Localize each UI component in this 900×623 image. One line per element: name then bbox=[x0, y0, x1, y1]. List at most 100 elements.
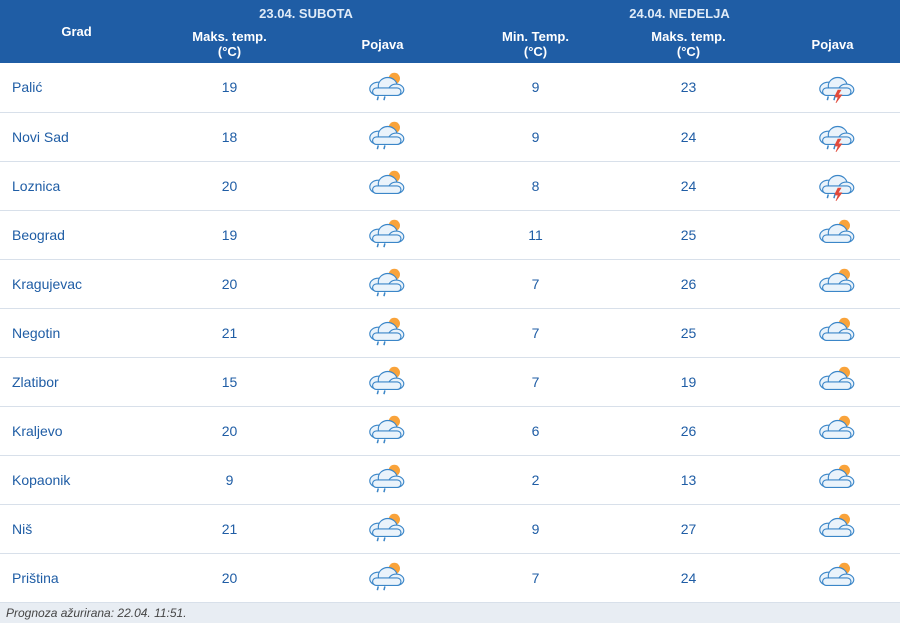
cloud-storm-icon bbox=[809, 118, 857, 152]
d2-min-cell: 7 bbox=[459, 259, 612, 308]
city-cell: Niš bbox=[0, 504, 153, 553]
sun-cloud-rain-icon bbox=[359, 314, 407, 348]
sun-cloud-rain-icon bbox=[359, 69, 407, 103]
city-cell: Palić bbox=[0, 63, 153, 112]
footer-updated: Prognoza ažurirana: 22.04. 11:51. bbox=[0, 603, 900, 623]
col-d1-max-header: Maks. temp.(°C) bbox=[153, 25, 306, 63]
d1-icon-cell bbox=[306, 553, 459, 602]
d1-icon-cell bbox=[306, 161, 459, 210]
d2-icon-cell bbox=[765, 455, 900, 504]
d2-max-cell: 24 bbox=[612, 112, 765, 161]
table-row: Loznica20824 bbox=[0, 161, 900, 210]
d2-min-cell: 11 bbox=[459, 210, 612, 259]
d2-icon-cell bbox=[765, 553, 900, 602]
d1-max-cell: 20 bbox=[153, 406, 306, 455]
sun-cloud-rain-icon bbox=[359, 363, 407, 397]
city-cell: Beograd bbox=[0, 210, 153, 259]
d1-icon-cell bbox=[306, 63, 459, 112]
sun-cloud-icon bbox=[809, 216, 857, 250]
city-cell: Zlatibor bbox=[0, 357, 153, 406]
d1-max-cell: 20 bbox=[153, 553, 306, 602]
sun-cloud-icon bbox=[809, 461, 857, 495]
city-cell: Kopaonik bbox=[0, 455, 153, 504]
sun-cloud-rain-icon bbox=[359, 265, 407, 299]
d1-max-cell: 19 bbox=[153, 210, 306, 259]
d2-icon-cell bbox=[765, 210, 900, 259]
d1-icon-cell bbox=[306, 406, 459, 455]
table-row: Kopaonik9 213 bbox=[0, 455, 900, 504]
d2-icon-cell bbox=[765, 357, 900, 406]
table-row: Negotin21725 bbox=[0, 308, 900, 357]
d2-icon-cell bbox=[765, 504, 900, 553]
sun-cloud-rain-icon bbox=[359, 412, 407, 446]
d2-icon-cell bbox=[765, 161, 900, 210]
table-row: Palić19 923 bbox=[0, 63, 900, 112]
day2-header: 24.04. NEDELJA bbox=[459, 0, 900, 25]
sun-cloud-icon bbox=[809, 559, 857, 593]
city-cell: Negotin bbox=[0, 308, 153, 357]
col-d1-pojava-header: Pojava bbox=[306, 25, 459, 63]
d2-icon-cell bbox=[765, 406, 900, 455]
city-cell: Kraljevo bbox=[0, 406, 153, 455]
d2-min-cell: 9 bbox=[459, 504, 612, 553]
d2-max-cell: 25 bbox=[612, 210, 765, 259]
d2-max-cell: 23 bbox=[612, 63, 765, 112]
d1-icon-cell bbox=[306, 504, 459, 553]
col-d2-min-header: Min. Temp.(°C) bbox=[459, 25, 612, 63]
d2-max-cell: 26 bbox=[612, 259, 765, 308]
d1-max-cell: 9 bbox=[153, 455, 306, 504]
sun-cloud-icon bbox=[809, 363, 857, 397]
d2-min-cell: 8 bbox=[459, 161, 612, 210]
d1-icon-cell bbox=[306, 210, 459, 259]
sun-cloud-icon bbox=[809, 510, 857, 544]
d2-max-cell: 25 bbox=[612, 308, 765, 357]
d2-min-cell: 7 bbox=[459, 553, 612, 602]
sun-cloud-icon bbox=[809, 265, 857, 299]
sun-cloud-rain-icon bbox=[359, 461, 407, 495]
d2-min-cell: 6 bbox=[459, 406, 612, 455]
d2-max-cell: 24 bbox=[612, 161, 765, 210]
sun-cloud-rain-icon bbox=[359, 559, 407, 593]
d2-icon-cell bbox=[765, 259, 900, 308]
col-city-header: Grad bbox=[0, 0, 153, 63]
table-row: Beograd19 1125 bbox=[0, 210, 900, 259]
day1-header: 23.04. SUBOTA bbox=[153, 0, 459, 25]
d2-min-cell: 7 bbox=[459, 357, 612, 406]
d1-max-cell: 19 bbox=[153, 63, 306, 112]
table-row: Novi Sad18924 bbox=[0, 112, 900, 161]
city-cell: Kragujevac bbox=[0, 259, 153, 308]
d1-max-cell: 21 bbox=[153, 504, 306, 553]
d1-max-cell: 20 bbox=[153, 259, 306, 308]
d2-max-cell: 26 bbox=[612, 406, 765, 455]
table-row: Priština20 724 bbox=[0, 553, 900, 602]
d2-min-cell: 2 bbox=[459, 455, 612, 504]
sun-cloud-rain-icon bbox=[359, 216, 407, 250]
weather-table: Grad 23.04. SUBOTA 24.04. NEDELJA Maks. … bbox=[0, 0, 900, 603]
d1-max-cell: 18 bbox=[153, 112, 306, 161]
cloud-storm-icon bbox=[809, 167, 857, 201]
d2-min-cell: 9 bbox=[459, 63, 612, 112]
d2-max-cell: 24 bbox=[612, 553, 765, 602]
sun-cloud-icon bbox=[809, 314, 857, 348]
d2-icon-cell bbox=[765, 63, 900, 112]
col-d2-pojava-header: Pojava bbox=[765, 25, 900, 63]
d1-icon-cell bbox=[306, 357, 459, 406]
d2-max-cell: 19 bbox=[612, 357, 765, 406]
table-row: Kraljevo20 626 bbox=[0, 406, 900, 455]
sun-cloud-rain-icon bbox=[359, 510, 407, 544]
table-row: Niš21927 bbox=[0, 504, 900, 553]
d2-icon-cell bbox=[765, 112, 900, 161]
d1-max-cell: 21 bbox=[153, 308, 306, 357]
d1-max-cell: 20 bbox=[153, 161, 306, 210]
d2-min-cell: 9 bbox=[459, 112, 612, 161]
sun-cloud-icon bbox=[359, 167, 407, 201]
d1-icon-cell bbox=[306, 308, 459, 357]
sun-cloud-rain-icon bbox=[359, 118, 407, 152]
d2-icon-cell bbox=[765, 308, 900, 357]
d2-max-cell: 13 bbox=[612, 455, 765, 504]
sun-cloud-icon bbox=[809, 412, 857, 446]
d1-icon-cell bbox=[306, 112, 459, 161]
city-cell: Priština bbox=[0, 553, 153, 602]
d1-icon-cell bbox=[306, 259, 459, 308]
col-d2-max-header: Maks. temp.(°C) bbox=[612, 25, 765, 63]
